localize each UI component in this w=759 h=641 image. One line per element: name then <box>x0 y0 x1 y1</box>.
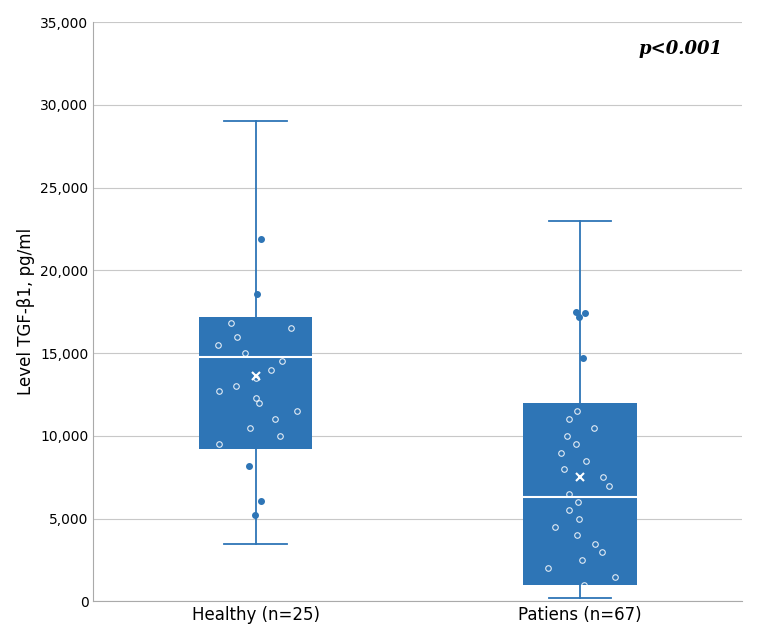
Y-axis label: Level TGF-β1, pg/ml: Level TGF-β1, pg/ml <box>17 228 35 395</box>
Bar <box>199 317 313 449</box>
Text: p<0.001: p<0.001 <box>639 40 723 58</box>
Bar <box>523 403 637 585</box>
